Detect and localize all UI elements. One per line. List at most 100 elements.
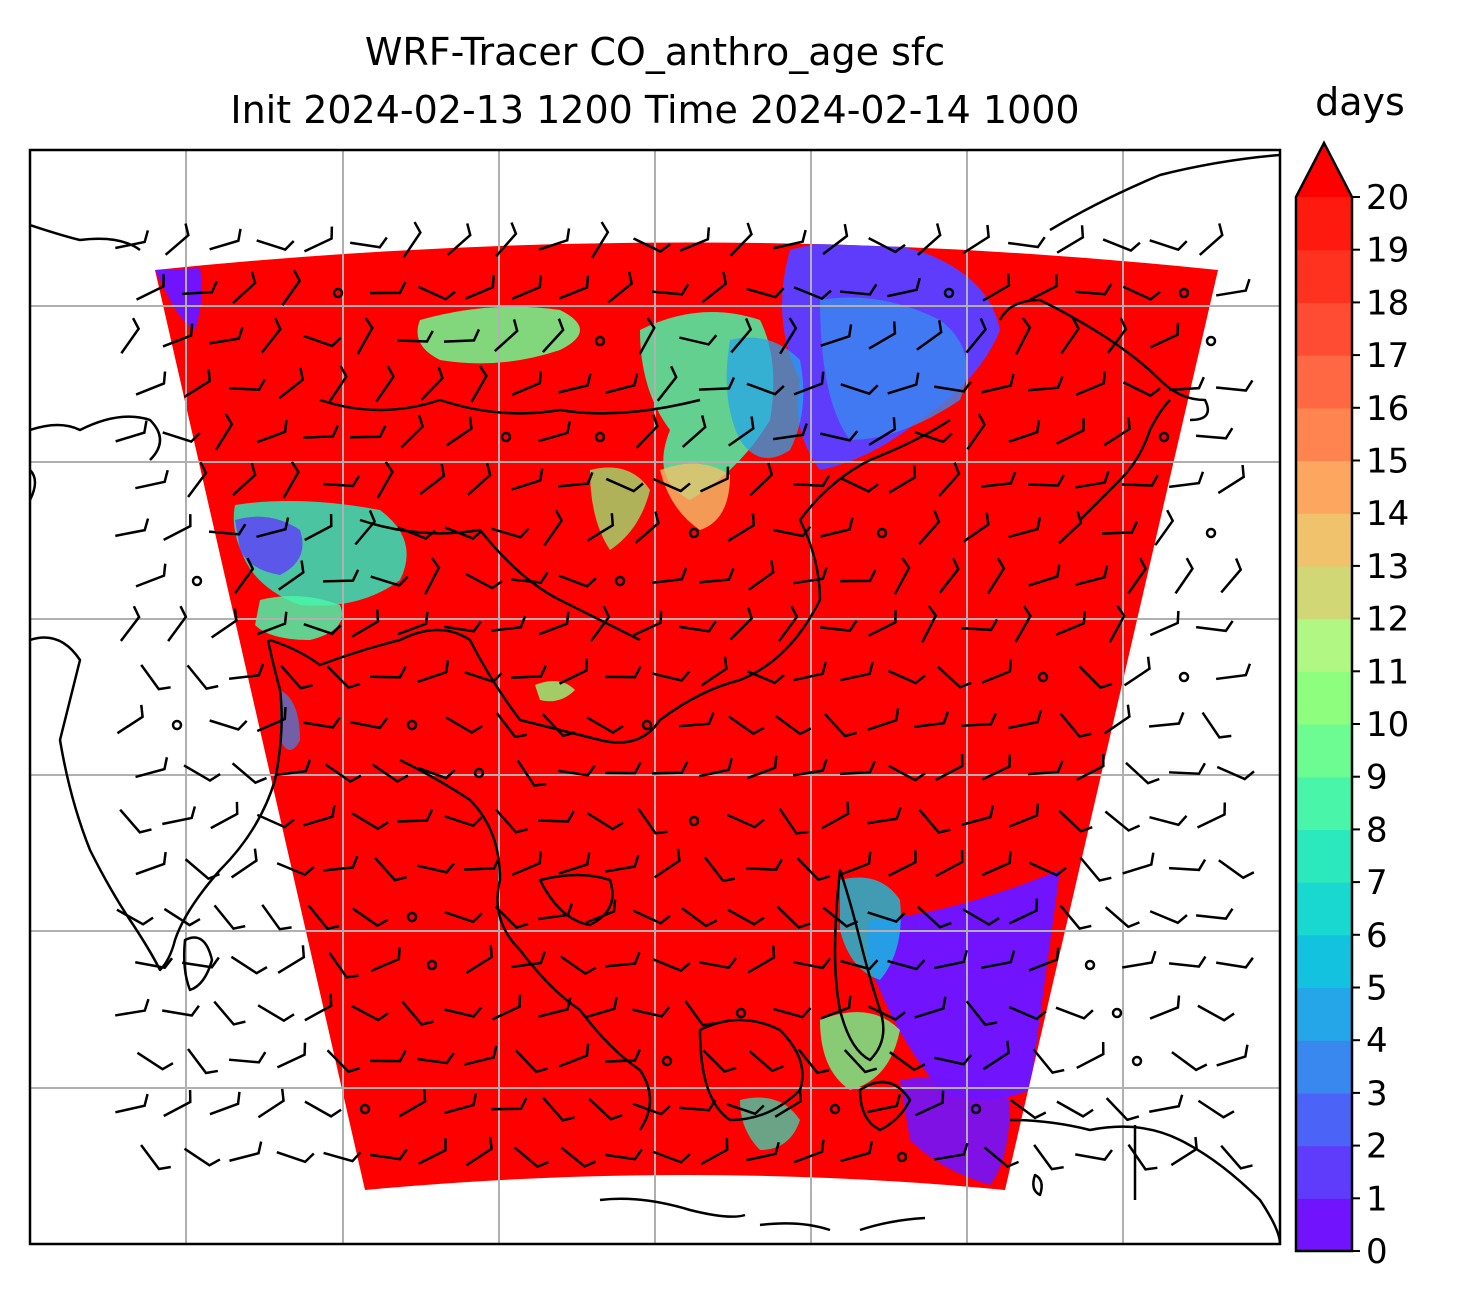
wind-barb (303, 334, 342, 348)
wind-barb (1055, 418, 1085, 445)
wind-barb (351, 907, 389, 928)
wind-barb (792, 474, 831, 488)
colorbar-tick-label: 18 (1366, 283, 1409, 323)
wind-barb (1060, 317, 1081, 355)
wind-barb (349, 236, 388, 249)
wind-barb (181, 956, 220, 969)
wind-barb (652, 477, 691, 493)
wind-barb (1075, 1149, 1113, 1161)
wind-barb (559, 955, 597, 976)
wind-barb (326, 665, 361, 690)
wind-barb (351, 609, 380, 638)
wind-barb (745, 858, 784, 871)
wind-barb (494, 905, 529, 929)
wind-barb (514, 1049, 549, 1074)
colorbar-tick-label: 17 (1366, 336, 1409, 376)
wind-barb (135, 563, 167, 588)
wind-barb (980, 471, 1017, 488)
wind-barb (1008, 517, 1042, 539)
wind-barb (465, 1136, 493, 1167)
wind-barb (727, 513, 756, 542)
wind-barb (558, 275, 590, 300)
wind-barb (491, 527, 530, 539)
wind-barb (1149, 322, 1180, 349)
wind-barb (326, 1049, 361, 1074)
wind-barb (167, 605, 188, 642)
wind-barb (115, 1093, 149, 1114)
wind-barb (868, 610, 897, 637)
wind-barb (981, 850, 1012, 877)
wind-barb (699, 466, 730, 493)
wind-barb (135, 957, 174, 970)
wind-barb (887, 372, 920, 395)
wind-barb (369, 1148, 408, 1161)
wind-barb (684, 1000, 715, 1027)
calm-wind-marker (1158, 431, 1170, 443)
wind-barb (304, 1100, 342, 1118)
wind-barb (376, 461, 394, 499)
wind-barb (490, 1097, 528, 1111)
wind-barb (1008, 710, 1043, 730)
wind-barb (208, 523, 247, 536)
wind-barb (210, 801, 239, 830)
wind-barb (823, 713, 858, 738)
wind-barb (652, 670, 691, 682)
wind-barb (1220, 1144, 1253, 1170)
colorbar-segment (1296, 197, 1352, 251)
wind-barb (651, 283, 690, 296)
wind-barb (419, 463, 446, 496)
wind-barb (328, 951, 359, 979)
wind-barb (323, 1151, 362, 1163)
wind-barb (183, 764, 221, 782)
wind-barb (164, 223, 190, 256)
wind-barb (839, 760, 876, 776)
wind-barb (1171, 1051, 1208, 1072)
colorbar-segment (1296, 776, 1352, 830)
wind-barb (888, 465, 917, 494)
colorbar-segment (1296, 934, 1352, 989)
wind-barb (839, 283, 878, 296)
wind-barb (981, 373, 1015, 394)
wind-barb (464, 275, 495, 300)
wind-barb (328, 365, 348, 403)
wind-barb (1014, 605, 1032, 643)
wind-barb (588, 1097, 623, 1121)
wind-barb (960, 712, 997, 728)
wind-barb (867, 708, 900, 731)
colorbar-segment (1296, 355, 1352, 409)
wind-barb (840, 661, 874, 682)
wind-barb (962, 224, 990, 255)
wind-barb (1101, 520, 1139, 535)
wind-barb (445, 716, 483, 735)
wind-barb (1055, 611, 1087, 636)
wind-barb (914, 430, 953, 444)
colorbar-segment (1296, 1198, 1352, 1252)
calm-wind-marker (594, 335, 606, 347)
wind-barb (282, 461, 300, 499)
wind-barb (840, 959, 879, 971)
wind-barb (1007, 236, 1046, 249)
wind-barb (793, 286, 832, 301)
wind-barb (256, 611, 288, 636)
wind-barb (397, 526, 436, 540)
wind-barb (464, 671, 503, 684)
wind-barb (938, 557, 960, 594)
wind-barb (772, 423, 808, 441)
wind-barb (585, 996, 618, 1019)
wind-barb (1027, 474, 1065, 487)
wind-barb (746, 287, 785, 299)
wind-barb (605, 854, 640, 873)
calm-wind-marker (1178, 671, 1190, 683)
wind-barb (746, 1141, 780, 1162)
wind-barb (634, 511, 660, 544)
wind-barb (1056, 225, 1085, 254)
wind-barb (868, 237, 906, 254)
wind-barb (1027, 760, 1064, 776)
colorbar-tick-label: 15 (1366, 442, 1409, 482)
wind-barb (1028, 564, 1061, 587)
coastline-gulf (538, 873, 614, 927)
wind-barb (1201, 711, 1232, 739)
colorbar-segment (1296, 565, 1352, 620)
wind-barb (1217, 464, 1245, 495)
field-patch-north-band-2 (726, 337, 804, 458)
